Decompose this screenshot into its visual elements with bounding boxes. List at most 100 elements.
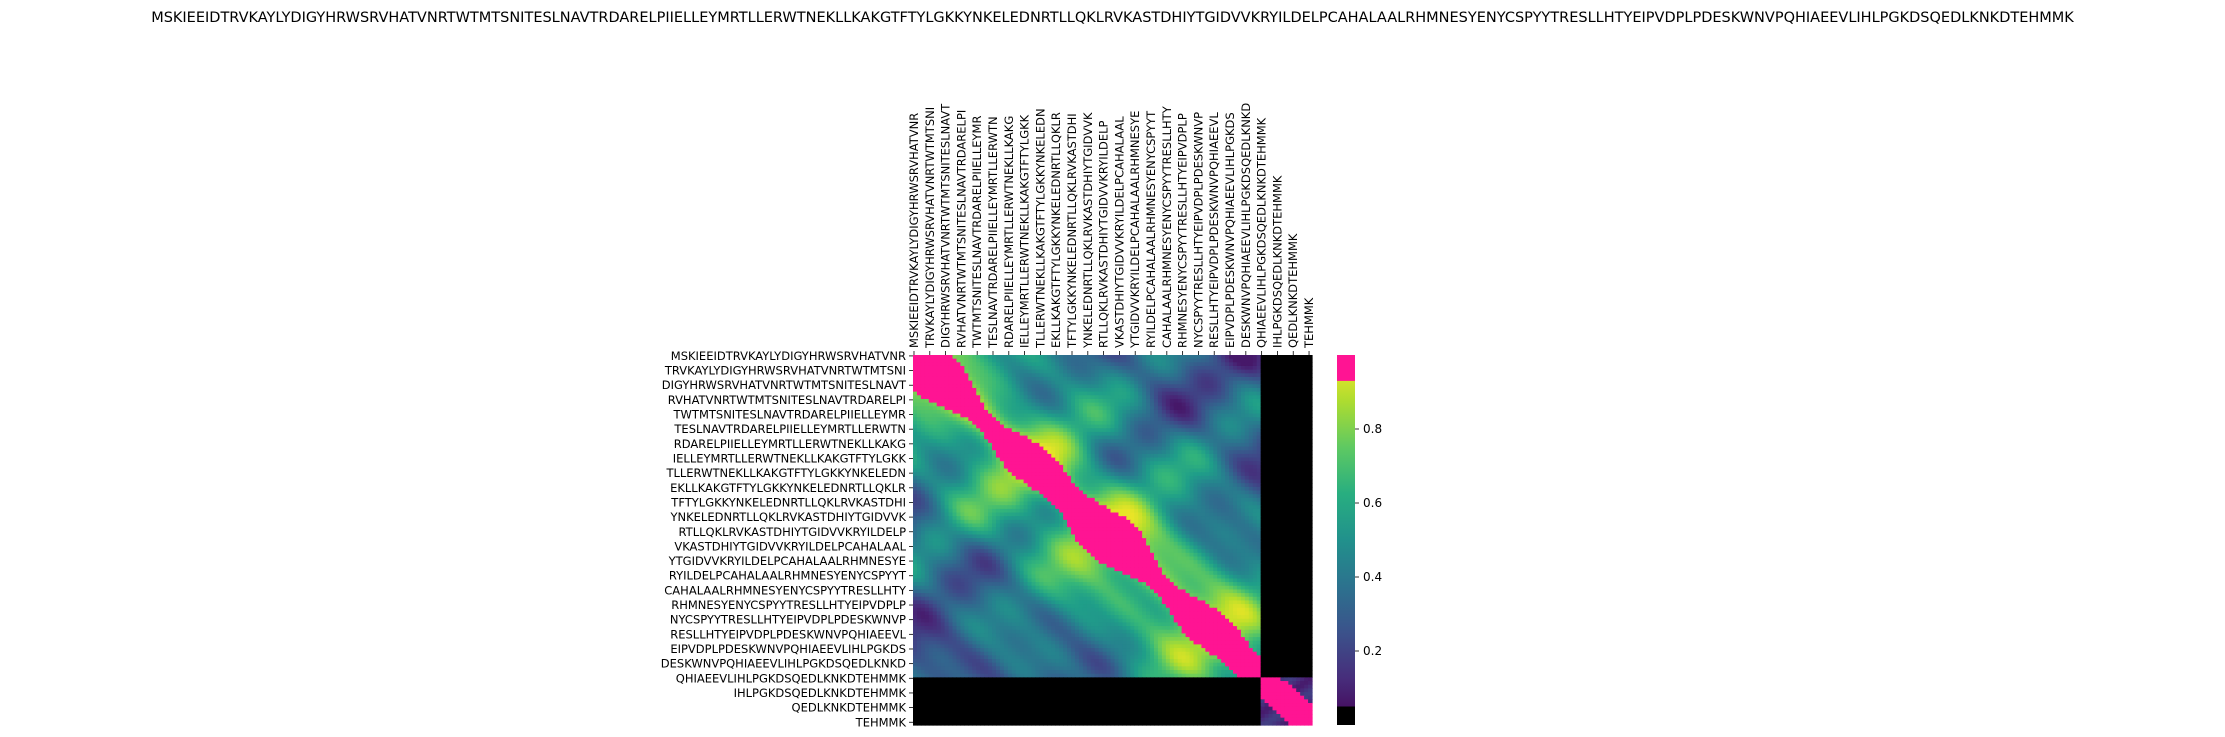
heatmap-cell [1197,453,1202,459]
heatmap-cell [1063,409,1068,415]
heatmap-cell [1157,435,1163,440]
heatmap-cell [1229,475,1234,481]
heatmap-cell [1268,527,1274,532]
heatmap-cell [932,395,938,400]
heatmap-cell [1296,355,1301,360]
heatmap-cell [1071,453,1076,459]
heatmap-cell [1094,435,1100,440]
heatmap-cell [1169,413,1175,418]
heatmap-cell [1134,439,1139,444]
heatmap-cell [1047,486,1052,492]
heatmap-cell [1110,505,1116,510]
heatmap-cell [964,439,969,444]
heatmap-cell [999,413,1005,418]
heatmap-cell [1229,417,1234,422]
heatmap-cell [924,508,930,514]
heatmap-cell [999,486,1005,492]
heatmap-cell [1055,384,1060,389]
heatmap-cell [1280,391,1285,396]
heatmap-cell [984,391,989,396]
heatmap-cell [980,490,985,495]
heatmap-cell [1110,494,1116,499]
heatmap-cell [1106,373,1112,378]
heatmap-cell [1106,362,1112,367]
heatmap-cell [1173,516,1179,521]
heatmap-cell [1090,369,1096,374]
heatmap-cell [1118,497,1123,503]
heatmap-cell [999,420,1005,426]
heatmap-cell [1217,376,1222,382]
heatmap-cell [924,439,930,444]
heatmap-cell [1142,435,1147,440]
heatmap-cell [1019,501,1025,506]
heatmap-cell [1225,358,1230,363]
heatmap-cell [1102,369,1108,374]
heatmap-cell [1031,398,1037,404]
heatmap-cell [1126,453,1131,459]
heatmap-cell [1225,384,1230,389]
heatmap-cell [1193,464,1199,470]
heatmap-cell [960,420,965,426]
heatmap-cell [1059,472,1064,477]
heatmap-cell [1280,461,1285,466]
heatmap-cell [913,431,918,437]
heatmap-cell [1094,486,1100,492]
heatmap-cell [1153,387,1159,393]
heatmap-cell [1185,457,1191,462]
heatmap-cell [1225,527,1230,532]
heatmap-cell [992,442,997,448]
heatmap-cell [1292,523,1297,528]
heatmap-cell [1082,457,1088,462]
heatmap-cell [968,373,973,378]
heatmap-cell [1118,413,1123,418]
heatmap-cell [1146,417,1151,422]
heatmap-cell [1126,512,1131,517]
heatmap-cell [1268,457,1274,462]
heatmap-cell [1063,395,1068,400]
heatmap-cell [1015,494,1021,499]
heatmap-cell [964,527,969,532]
heatmap-cell [1063,424,1068,429]
heatmap-cell [913,450,918,455]
heatmap-cell [1035,362,1041,367]
heatmap-cell [1142,395,1147,400]
heatmap-cell [999,457,1005,462]
heatmap-cell [1106,512,1112,517]
heatmap-cell [928,428,934,433]
heatmap-cell [1232,486,1238,492]
heatmap-cell [1035,395,1041,400]
heatmap-cell [1098,424,1104,429]
heatmap-cell [1244,453,1250,459]
heatmap-cell [1296,523,1301,528]
heatmap-cell [936,373,942,378]
heatmap-cell [1126,479,1131,484]
heatmap-cell [1229,376,1234,382]
heatmap-cell [995,450,1001,455]
heatmap-cell [1193,387,1199,393]
heatmap-cell [1264,358,1270,363]
heatmap-cell [1229,472,1234,477]
heatmap-cell [999,365,1005,371]
heatmap-cell [1126,428,1131,433]
heatmap-cell [1157,450,1163,455]
heatmap-cell [1150,494,1155,499]
heatmap-cell [1225,373,1230,378]
heatmap-cell [1146,453,1151,459]
heatmap-cell [1197,406,1202,411]
heatmap-cell [1027,380,1033,385]
heatmap-cell [1256,376,1262,382]
heatmap-cell [1035,406,1041,411]
heatmap-cell [1157,439,1163,444]
heatmap-cell [1150,519,1155,525]
heatmap-cell [1197,442,1202,448]
heatmap-cell [1280,475,1285,481]
heatmap-cell [1252,475,1258,481]
heatmap-cell [1031,391,1037,396]
heatmap-cell [992,497,997,503]
heatmap-cell [956,527,962,532]
heatmap-cell [1027,523,1033,528]
heatmap-cell [952,508,958,514]
heatmap-cell [1015,406,1021,411]
heatmap-cell [1011,519,1017,525]
heatmap-cell [960,358,965,363]
